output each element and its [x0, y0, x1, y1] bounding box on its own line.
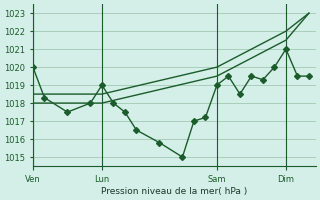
X-axis label: Pression niveau de la mer( hPa ): Pression niveau de la mer( hPa )	[101, 187, 247, 196]
